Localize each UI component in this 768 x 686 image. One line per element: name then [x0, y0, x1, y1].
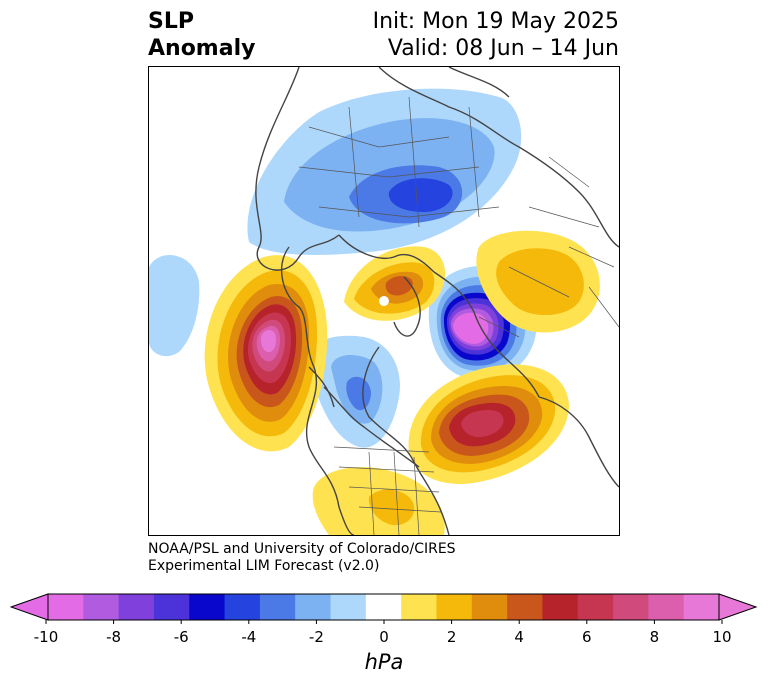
colorbar-unit: hPa	[364, 650, 404, 674]
colorbar-segment	[83, 594, 120, 620]
forecast-dates: Init: Mon 19 May 2025 Valid: 08 Jun – 14…	[373, 8, 619, 62]
colorbar-tick-label: 10	[712, 628, 732, 646]
colorbar-tick-label: -4	[241, 628, 257, 646]
colorbar-tick-label: -6	[173, 628, 189, 646]
credit-line-2: Experimental LIM Forecast (v2.0)	[148, 558, 380, 574]
colorbar-ticks	[45, 620, 723, 624]
colorbar-tick-label: 8	[649, 628, 660, 646]
colorbar-segment	[48, 594, 84, 620]
colorbar-segment	[118, 594, 155, 620]
colorbar-tick-label: 2	[446, 628, 457, 646]
map-title: SLP Anomaly	[148, 8, 255, 62]
negative-anomaly-canada	[307, 335, 400, 448]
country-borders	[298, 96, 619, 535]
colorbar-tick-label: 0	[379, 628, 389, 646]
colorbar-segment	[683, 594, 720, 620]
positive-anomaly-east-siberia	[344, 246, 446, 321]
valid-period: Valid: 08 Jun – 14 Jun	[387, 36, 619, 61]
anomaly-map	[149, 67, 619, 535]
init-date: Init: Mon 19 May 2025	[372, 9, 619, 34]
colorbar-segment	[153, 594, 190, 620]
colorbar-segment	[189, 594, 226, 620]
colorbar-segment	[507, 594, 543, 620]
positive-anomaly-eastern-us	[312, 467, 445, 535]
colorbar-segment	[542, 594, 579, 620]
negative-anomaly-europe-scandinavia	[428, 265, 538, 380]
negative-anomaly-north-pacific	[149, 255, 200, 357]
colorbar-segment	[577, 594, 614, 620]
colorbar-tick-label: 6	[582, 628, 592, 646]
colorbar-segment	[330, 594, 367, 620]
credit-text: NOAA/PSL and University of Colorado/CIRE…	[148, 541, 456, 575]
colorbar-tick-label: 4	[514, 628, 524, 646]
colorbar-segment	[259, 594, 296, 620]
colorbar	[10, 593, 758, 624]
pole-marker	[379, 296, 389, 306]
positive-anomaly-north-atlantic	[408, 364, 569, 484]
colorbar-segment	[471, 594, 508, 620]
title-line-2: Anomaly	[148, 36, 256, 61]
colorbar-segment	[224, 594, 261, 620]
coastlines	[255, 67, 619, 535]
colorbar-segment	[436, 594, 473, 620]
colorbar-segment	[401, 594, 437, 620]
map-panel	[148, 66, 620, 536]
colorbar-segment	[648, 594, 685, 620]
colorbar-extend-high	[718, 593, 758, 621]
title-line-1: SLP	[148, 9, 194, 34]
colorbar-tick-label: -8	[106, 628, 122, 646]
colorbar-extend-low	[10, 593, 49, 621]
positive-anomaly-gulf-of-alaska	[204, 255, 328, 452]
colorbar-tick-label: -2	[308, 628, 324, 646]
colorbar-tick-label: -10	[33, 628, 59, 646]
colorbar-segment	[295, 594, 332, 620]
negative-anomaly-central-asia	[247, 88, 522, 255]
colorbar-segment	[365, 594, 402, 620]
credit-line-1: NOAA/PSL and University of Colorado/CIRE…	[148, 541, 456, 557]
colorbar-segments	[48, 594, 720, 620]
colorbar-segment	[613, 594, 649, 620]
